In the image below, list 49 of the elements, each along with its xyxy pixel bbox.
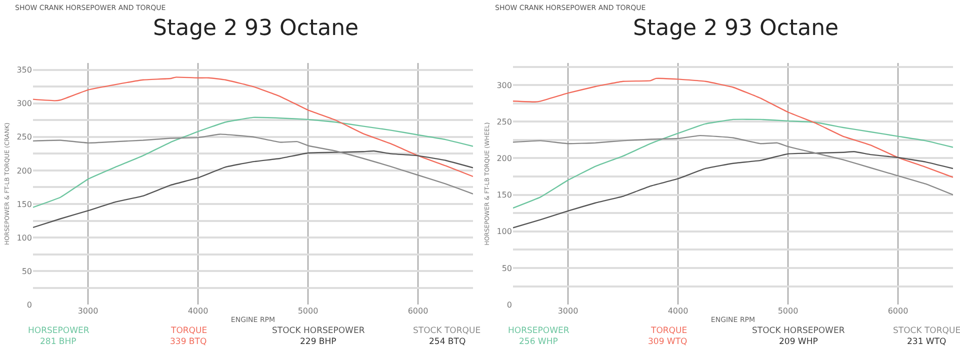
y-tick-label: 300 (496, 80, 512, 90)
x-tick-label: 3000 (78, 306, 98, 316)
y-tick-label: 200 (16, 166, 32, 176)
text: 339 BTQ (170, 337, 207, 347)
x-tick-label: 5000 (778, 306, 798, 316)
y-tick-label: 0 (26, 300, 32, 310)
text: 281 BHP (40, 337, 76, 347)
line-series (513, 78, 953, 178)
y-tick-label: 50 (502, 264, 512, 273)
text: 256 WHP (519, 337, 558, 347)
y-tick-label: 250 (496, 117, 512, 126)
y-tick-label: 150 (16, 200, 32, 209)
y-tick-label: 250 (16, 132, 32, 142)
text: 254 BTQ (429, 337, 466, 347)
chart-title: Stage 2 93 Octane (153, 16, 359, 41)
text: STOCK HORSEPOWER (752, 326, 845, 336)
y-tick-label: 300 (16, 99, 32, 108)
line-series (513, 118, 953, 209)
text: HORSEPOWER (508, 326, 570, 336)
text: TORQUE (650, 326, 688, 336)
x-tick-label: 4000 (188, 306, 208, 316)
text: HORSEPOWER (28, 326, 90, 336)
text: STOCK TORQUE (893, 326, 960, 336)
chart-title: Stage 2 93 Octane (633, 16, 839, 41)
y-tick-label: 200 (496, 154, 512, 164)
y-tick-label: 50 (22, 266, 32, 276)
y-tick-label: 100 (496, 227, 512, 236)
x-tick-label: 6000 (408, 306, 428, 316)
text: 229 BHP (300, 337, 336, 347)
y-tick-label: 0 (506, 300, 512, 310)
y-tick-label: 100 (16, 233, 32, 242)
text: 309 WTQ (648, 337, 688, 347)
line-series (33, 116, 473, 208)
line-series (33, 76, 473, 178)
line-series (513, 134, 953, 196)
text: 231 WTQ (907, 337, 947, 347)
text: TORQUE (170, 326, 208, 336)
text: STOCK TORQUE (413, 326, 481, 336)
text: STOCK HORSEPOWER (272, 326, 365, 336)
line-series (513, 151, 953, 228)
y-tick-label: 350 (16, 66, 32, 75)
line-series (33, 150, 473, 228)
x-tick-label: 6000 (888, 306, 908, 316)
text: 209 WHP (779, 337, 818, 347)
y-tick-label: 150 (496, 190, 512, 200)
line-series (33, 134, 473, 195)
x-tick-label: 5000 (298, 306, 318, 316)
x-tick-label: 3000 (558, 306, 578, 316)
x-tick-label: 4000 (668, 306, 688, 316)
